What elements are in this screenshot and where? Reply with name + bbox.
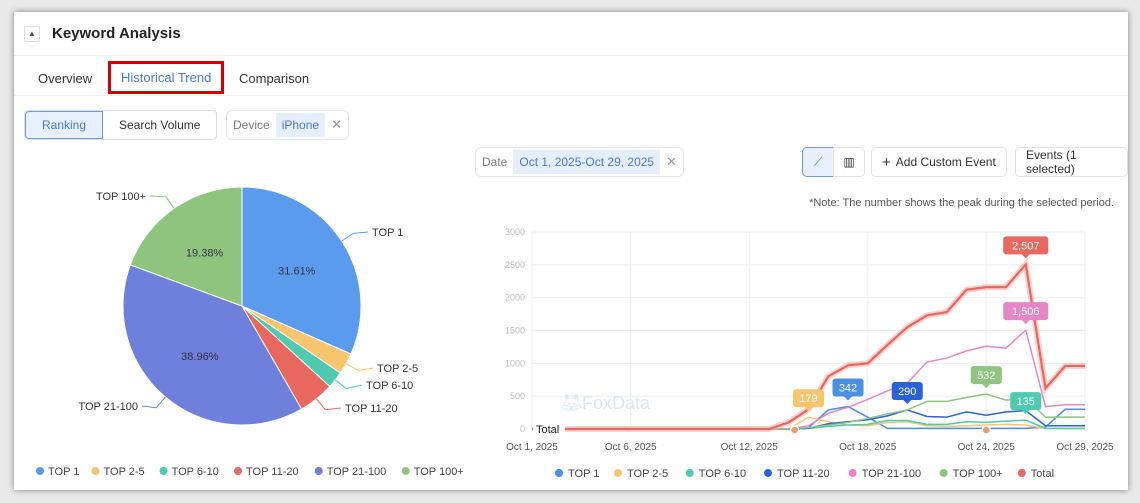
caret-up-icon[interactable]: ▲ bbox=[24, 25, 40, 42]
pie-data-label: 38.96% bbox=[181, 351, 219, 363]
tab-historical-trend[interactable]: Historical Trend bbox=[108, 61, 225, 94]
pie-label: TOP 11-20 bbox=[345, 403, 398, 415]
pie-leader-line bbox=[345, 363, 374, 372]
pie-label: TOP 21-100 bbox=[78, 401, 138, 413]
tab-comparison[interactable]: Comparison bbox=[239, 71, 310, 86]
pie-chart: TOP 1 31.61% TOP 2-5 TOP 6-10 TOP 11-20 TOP 2… bbox=[36, 186, 464, 478]
legend-marker bbox=[159, 467, 168, 475]
date-label: Date bbox=[482, 155, 508, 169]
bar-chart-icon[interactable]: ▥ bbox=[833, 147, 865, 177]
tab-overview[interactable]: Overview bbox=[38, 71, 93, 86]
add-custom-event-button[interactable]: + Add Custom Event bbox=[871, 147, 1007, 177]
pie-label: TOP 2-5 bbox=[377, 363, 418, 375]
legend-marker bbox=[234, 467, 242, 475]
peak-note: *Note: The number shows the peak during … bbox=[809, 197, 1114, 209]
legend-marker bbox=[36, 467, 44, 475]
close-icon[interactable]: ✕ bbox=[331, 117, 342, 132]
pie-leader-line bbox=[149, 195, 175, 209]
legend-item[interactable]: TOP 21-100 bbox=[327, 466, 387, 478]
tab-bar: Overview Historical Trend Comparison bbox=[14, 58, 1128, 96]
pie-slice[interactable] bbox=[122, 264, 303, 426]
pie-leader-line bbox=[341, 231, 369, 242]
legend-marker bbox=[314, 467, 323, 475]
pie-leader-line bbox=[334, 379, 363, 390]
page-title: Keyword Analysis bbox=[52, 25, 181, 42]
date-filter[interactable]: Date Oct 1, 2025-Oct 29, 2025 ✕ bbox=[475, 147, 685, 177]
legend-item[interactable]: TOP 2-5 bbox=[104, 466, 145, 478]
plus-icon: + bbox=[882, 153, 891, 171]
legend-item[interactable]: TOP 1 bbox=[48, 466, 79, 478]
device-value: iPhone bbox=[275, 113, 326, 137]
line-chart-icon[interactable]: ⟋ bbox=[802, 147, 834, 177]
pie-label: TOP 1 bbox=[372, 227, 403, 239]
ranking-button[interactable]: Ranking bbox=[25, 111, 104, 139]
search-volume-button[interactable]: Search Volume bbox=[119, 118, 201, 132]
card-header: ▲ Keyword Analysis bbox=[14, 12, 1128, 56]
close-icon[interactable]: ✕ bbox=[666, 154, 678, 169]
events-dropdown[interactable]: Events (1 selected) bbox=[1015, 147, 1128, 177]
device-filter[interactable]: Device iPhone ✕ bbox=[226, 110, 349, 140]
pie-data-label: 31.61% bbox=[278, 265, 316, 277]
legend-item[interactable]: TOP 11-20 bbox=[246, 466, 299, 478]
pie-label: TOP 100+ bbox=[96, 191, 146, 203]
pie-leader-line bbox=[141, 396, 166, 409]
metric-toggle: Ranking Search Volume bbox=[24, 110, 218, 140]
date-value: Oct 1, 2025-Oct 29, 2025 bbox=[513, 150, 661, 174]
device-label: Device bbox=[233, 118, 270, 132]
pie-data-label: 19.38% bbox=[186, 247, 224, 259]
legend-marker bbox=[401, 467, 410, 475]
legend-marker bbox=[91, 467, 100, 475]
legend-item[interactable]: TOP 100+ bbox=[414, 466, 464, 478]
legend-item[interactable]: TOP 6-10 bbox=[172, 466, 219, 478]
pie-label: TOP 6-10 bbox=[366, 380, 413, 392]
add-custom-event-label: Add Custom Event bbox=[895, 155, 996, 169]
pie-leader-line bbox=[316, 398, 342, 411]
